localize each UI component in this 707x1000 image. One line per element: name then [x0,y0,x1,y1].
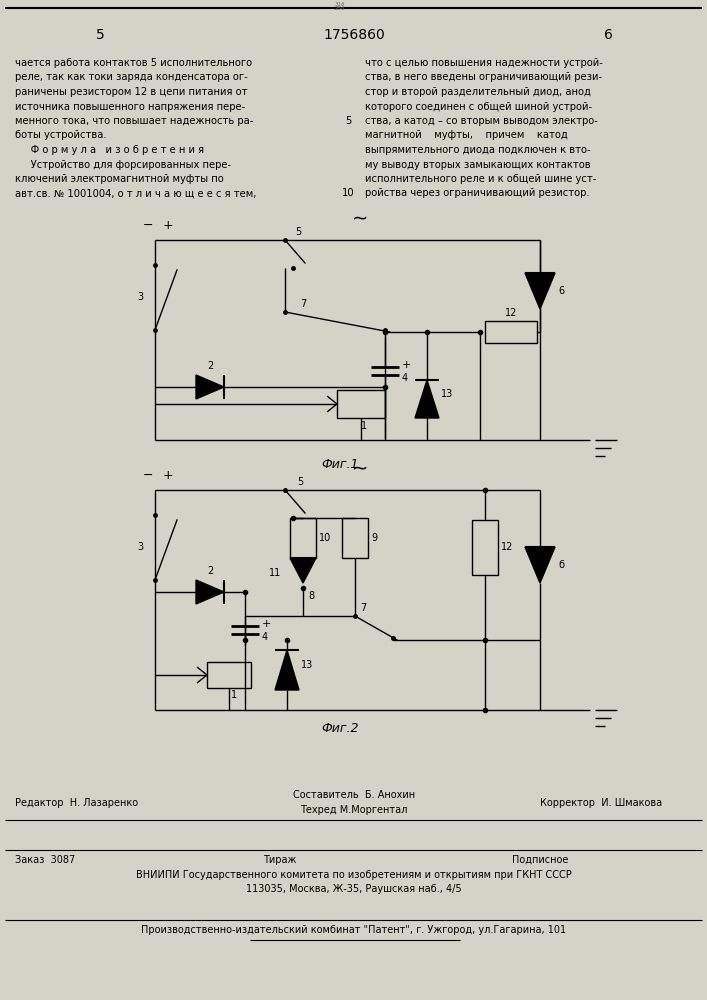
Text: авт.св. № 1001004, о т л и ч а ю щ е е с я тем,: авт.св. № 1001004, о т л и ч а ю щ е е с… [15,188,257,198]
Text: стор и второй разделительный диод, анод: стор и второй разделительный диод, анод [365,87,591,97]
Bar [207,662,251,688]
Text: 2: 2 [207,361,213,371]
Text: Редактор  Н. Лазаренко: Редактор Н. Лазаренко [15,798,138,808]
Text: менного тока, что повышает надежность ра-: менного тока, что повышает надежность ра… [15,116,253,126]
Text: 13: 13 [441,389,453,399]
Text: 316: 316 [334,2,345,7]
Text: магнитной    муфты,    причем    катод: магнитной муфты, причем катод [365,130,568,140]
Text: 11: 11 [269,568,281,578]
Polygon shape [196,580,224,604]
Text: Заказ  3087: Заказ 3087 [15,855,75,865]
Polygon shape [415,380,439,418]
Text: б: б [558,560,564,570]
Text: 1: 1 [231,690,237,700]
Text: 10: 10 [319,533,332,543]
Bar [342,518,368,558]
Text: 1756860: 1756860 [323,28,385,42]
Polygon shape [196,375,224,399]
Text: чается работа контактов 5 исполнительного: чается работа контактов 5 исполнительног… [15,58,252,68]
Text: Составитель  Б. Анохин: Составитель Б. Анохин [293,790,415,800]
Text: 5: 5 [95,28,105,42]
Text: 12: 12 [505,308,518,318]
Text: +: + [163,219,173,232]
Text: ∼: ∼ [352,459,368,478]
Text: Фиг.2: Фиг.2 [321,722,358,735]
Text: раничены резистором 12 в цепи питания от: раничены резистором 12 в цепи питания от [15,87,247,97]
Text: ключений электромагнитной муфты по: ключений электромагнитной муфты по [15,174,223,184]
Text: 256: 256 [334,6,345,11]
Text: +: + [402,360,411,370]
Text: Корректор  И. Шмакова: Корректор И. Шмакова [540,798,662,808]
Polygon shape [525,273,555,309]
Bar [290,518,316,558]
Text: 7: 7 [300,299,306,309]
Text: реле, так как токи заряда конденсатора ог-: реле, так как токи заряда конденсатора о… [15,73,247,83]
Text: 113035, Москва, Ж-35, Раушская наб., 4/5: 113035, Москва, Ж-35, Раушская наб., 4/5 [246,884,462,894]
Text: +: + [163,469,173,482]
Polygon shape [275,650,299,690]
Text: Устройство для форсированных пере-: Устройство для форсированных пере- [15,159,231,169]
Text: 10: 10 [341,188,354,198]
Text: 3: 3 [137,542,143,552]
Text: +: + [262,619,271,629]
Text: что с целью повышения надежности устрой-: что с целью повышения надежности устрой- [365,58,603,68]
Text: ства, в него введены ограничивающий рези-: ства, в него введены ограничивающий рези… [365,73,602,83]
Text: 5: 5 [295,227,301,237]
Polygon shape [290,558,316,583]
Text: ∼: ∼ [352,209,368,228]
Text: 2: 2 [207,566,213,576]
Text: 13: 13 [301,660,313,670]
Text: Тираж: Тираж [263,855,297,865]
Text: которого соединен с общей шиной устрой-: которого соединен с общей шиной устрой- [365,102,592,111]
Bar [472,520,498,575]
Text: 3: 3 [137,292,143,302]
Text: боты устройства.: боты устройства. [15,130,107,140]
Text: 9: 9 [371,533,377,543]
Text: Подписное: Подписное [512,855,568,865]
Text: 7: 7 [360,603,366,613]
Text: Техред М.Моргентал: Техред М.Моргентал [300,805,408,815]
Text: му выводу вторых замыкающих контактов: му выводу вторых замыкающих контактов [365,159,590,169]
Text: 4: 4 [262,632,268,642]
Text: ройства через ограничивающий резистор.: ройства через ограничивающий резистор. [365,188,590,198]
Text: 8: 8 [308,591,314,601]
Text: выпрямительного диода подключен к вто-: выпрямительного диода подключен к вто- [365,145,590,155]
Text: 12: 12 [501,542,513,552]
Text: ВНИИПИ Государственного комитета по изобретениям и открытиям при ГКНТ СССР: ВНИИПИ Государственного комитета по изоб… [136,870,572,880]
Text: −: − [143,469,153,482]
Text: ства, а катод – со вторым выводом электро-: ства, а катод – со вторым выводом электр… [365,116,598,126]
Text: 5: 5 [297,477,303,487]
Polygon shape [525,547,555,583]
Text: 5: 5 [345,116,351,126]
Text: источника повышенного напряжения пере-: источника повышенного напряжения пере- [15,102,245,111]
Text: Фиг.1: Фиг.1 [321,458,358,471]
Bar [485,321,537,343]
Bar [337,390,385,418]
Text: −: − [143,219,153,232]
Text: 1: 1 [361,421,367,431]
Text: Ф о р м у л а   и з о б р е т е н и я: Ф о р м у л а и з о б р е т е н и я [15,145,204,155]
Text: 6: 6 [558,286,564,296]
Text: исполнительного реле и к общей шине уст-: исполнительного реле и к общей шине уст- [365,174,597,184]
Text: 6: 6 [604,28,612,42]
Text: 4: 4 [402,373,408,383]
Text: Производственно-издательский комбинат "Патент", г. Ужгород, ул.Гагарина, 101: Производственно-издательский комбинат "П… [141,925,566,935]
